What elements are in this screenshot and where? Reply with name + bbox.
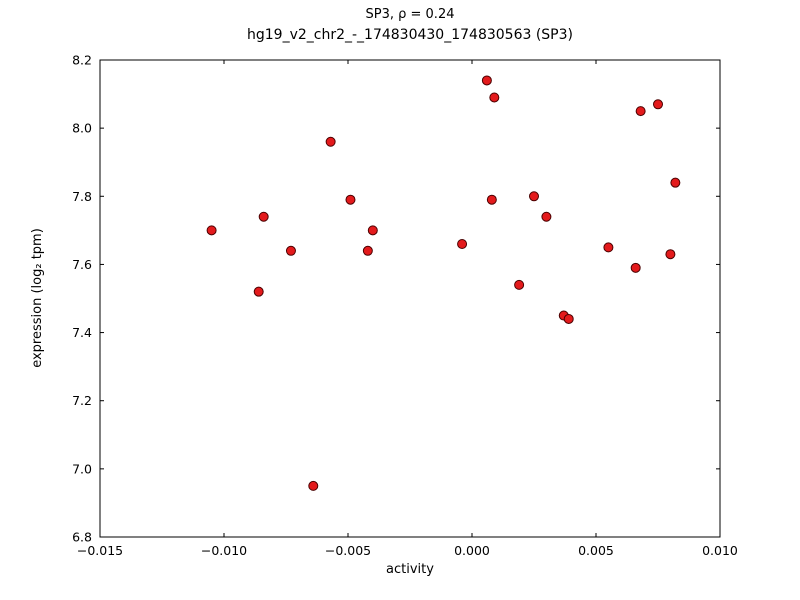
chart-title: SP3, ρ = 0.24 (365, 7, 455, 22)
data-point (481, 75, 492, 86)
x-axis-label: activity (386, 562, 434, 577)
data-point (486, 194, 497, 205)
data-point (308, 480, 319, 491)
y-tick-label: 7.0 (72, 461, 92, 476)
y-tick-label: 7.2 (72, 393, 92, 408)
data-point (258, 211, 269, 222)
data-point (489, 92, 500, 103)
data-point (541, 211, 552, 222)
x-tick-label: −0.010 (201, 543, 247, 558)
data-point (635, 106, 646, 117)
data-point (514, 279, 525, 290)
data-point (529, 191, 539, 202)
y-tick-label: 7.8 (72, 189, 92, 204)
y-tick-label: 7.4 (72, 325, 92, 340)
x-tick-label: −0.015 (77, 543, 123, 558)
x-tick-label: 0.005 (578, 543, 614, 558)
x-tick-label: −0.005 (325, 543, 371, 558)
data-point (653, 99, 663, 110)
data-point (253, 286, 264, 297)
data-point (325, 136, 336, 147)
chart-subtitle: hg19_v2_chr2_-_174830430_174830563 (SP3) (247, 27, 573, 43)
data-point (285, 245, 296, 256)
y-tick-label: 8.2 (72, 53, 92, 68)
y-tick-label: 7.6 (72, 257, 92, 272)
plot-frame (99, 59, 721, 538)
data-point (362, 245, 373, 256)
data-point (665, 249, 676, 260)
data-point (345, 194, 356, 205)
data-point (563, 313, 574, 324)
data-point (603, 242, 614, 253)
y-tick-label: 8.0 (72, 121, 92, 136)
x-tick-label: 0.000 (454, 543, 490, 558)
data-point (206, 225, 217, 236)
data-point (457, 238, 468, 249)
data-point (367, 225, 378, 236)
data-point (670, 177, 681, 188)
data-point (630, 262, 641, 273)
x-tick-label: 0.010 (702, 543, 738, 558)
y-tick-label: 6.8 (72, 530, 92, 545)
